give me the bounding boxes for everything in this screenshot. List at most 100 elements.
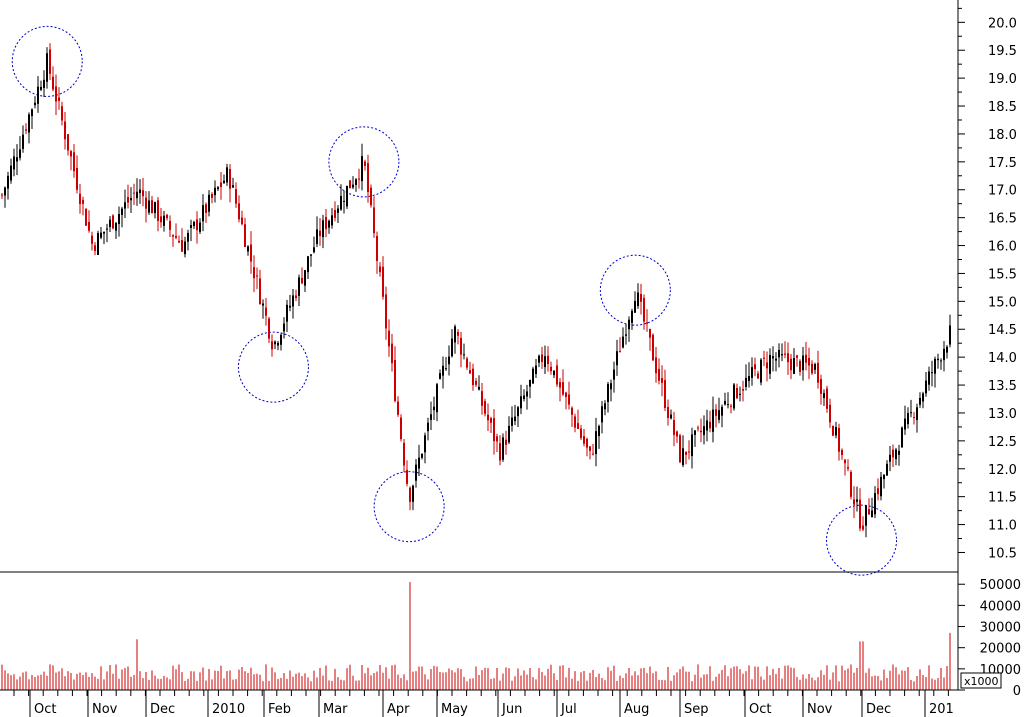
price-tick-label: 12.5 [988, 435, 1017, 450]
candle-body [565, 392, 567, 398]
candle-body [832, 425, 834, 436]
candle-body [916, 407, 918, 420]
candle-body [76, 167, 78, 190]
candle-body [103, 231, 105, 234]
candle-body [145, 197, 147, 209]
price-tick-label: 20.0 [988, 16, 1017, 31]
candle-body [571, 407, 573, 415]
candle-body [886, 463, 888, 476]
candle-body [184, 241, 186, 255]
candle-body [436, 384, 438, 413]
candle-body [265, 307, 267, 316]
candle-body [715, 409, 717, 416]
month-label: Jun [501, 702, 522, 717]
candle-body [592, 453, 594, 455]
candle-body [874, 493, 876, 515]
candle-body [313, 247, 315, 253]
candle-body [88, 221, 90, 231]
candle-body [790, 358, 792, 371]
candle-body [724, 400, 726, 405]
candle-body [337, 208, 339, 213]
candle-body [763, 357, 765, 359]
price-tick-label: 12.0 [988, 463, 1017, 478]
candle-body [349, 180, 351, 189]
candle-body [49, 49, 51, 74]
month-label: Oct [34, 702, 56, 717]
candle-body [574, 416, 576, 428]
candle-body [712, 409, 714, 432]
candle-body [55, 86, 57, 102]
candle-body [283, 323, 285, 332]
candle-body [133, 192, 135, 194]
candle-body [859, 499, 861, 529]
candle-body [577, 423, 579, 429]
candle-body [136, 191, 138, 199]
candle-body [862, 525, 864, 530]
candle-body [811, 363, 813, 374]
candle-body [400, 417, 402, 440]
candle-body [919, 397, 921, 405]
candle-body [781, 354, 783, 356]
candle-body [913, 417, 915, 419]
candle-body [844, 459, 846, 464]
candle-body [439, 373, 441, 379]
candle-body [199, 222, 201, 232]
candle-body [589, 446, 591, 451]
candle-body [466, 358, 468, 368]
candle-body [274, 341, 276, 345]
candle-body [328, 220, 330, 228]
candle-body [631, 310, 633, 323]
candle-body [139, 189, 141, 193]
volume-tick-label: 50000 [980, 578, 1021, 593]
candle-body [220, 182, 222, 187]
candle-body [898, 450, 900, 455]
extreme-highlight [237, 331, 309, 403]
candle-body [193, 221, 195, 227]
month-label: 2010 [212, 702, 245, 717]
candle-body [442, 365, 444, 376]
candle-body [547, 355, 549, 365]
candle-body [943, 348, 945, 361]
candle-body [820, 379, 822, 394]
candle-body [172, 235, 174, 237]
candle-body [238, 203, 240, 220]
candle-body [427, 422, 429, 432]
candle-body [160, 216, 162, 223]
candle-body [19, 149, 21, 158]
candle-body [643, 297, 645, 322]
volume-tick-label: 40000 [980, 599, 1021, 614]
candle-body [523, 395, 525, 399]
candle-body [46, 53, 48, 82]
candle-body [43, 79, 45, 88]
candle-body [4, 187, 6, 196]
candle-body [580, 428, 582, 438]
candle-body [808, 357, 810, 366]
candle-body [175, 235, 177, 238]
candle-body [688, 451, 690, 453]
candle-body [235, 189, 237, 204]
candle-body [388, 330, 390, 347]
candle-body [685, 451, 687, 455]
volume-multiplier-badge: x1000 [960, 672, 1002, 689]
price-tick-label: 10.5 [988, 546, 1017, 561]
month-label: Nov [92, 702, 118, 717]
candle-body [640, 293, 642, 302]
candle-body [22, 134, 24, 149]
candle-body [718, 410, 720, 420]
candle-body [37, 86, 39, 104]
candle-body [535, 365, 537, 374]
candle-body [871, 510, 873, 518]
candle-body [727, 404, 729, 406]
price-tick-label: 15.5 [988, 267, 1017, 282]
candle-body [865, 505, 867, 526]
candle-body [358, 178, 360, 180]
candle-body [520, 396, 522, 409]
candle-body [931, 372, 933, 374]
candle-body [445, 368, 447, 370]
candle-body [376, 235, 378, 261]
candle-body [259, 278, 261, 305]
candle-body [649, 328, 651, 338]
candle-body [835, 427, 837, 436]
month-label: Dec [866, 702, 891, 717]
candle-body [544, 356, 546, 368]
